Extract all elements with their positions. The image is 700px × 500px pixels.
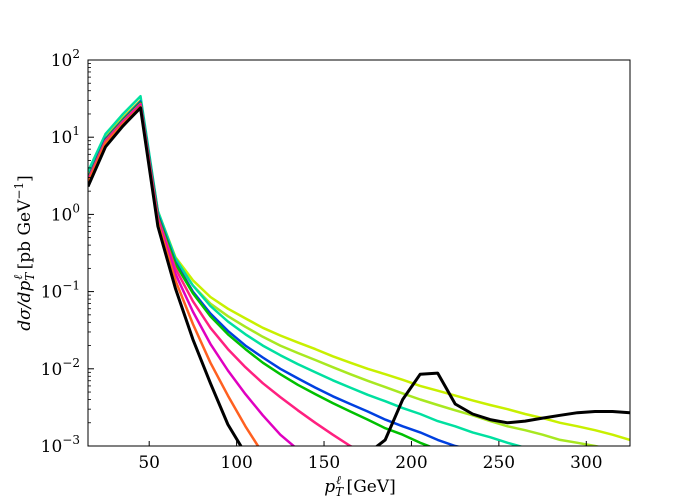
x-tick-label: 300 [570, 453, 602, 473]
x-tick-label: 200 [395, 453, 427, 473]
x-tick-label: 250 [483, 453, 515, 473]
x-axis-label: pTℓ [GeV] [324, 473, 396, 499]
x-tick-label: 150 [308, 453, 340, 473]
y-tick-label: 101 [51, 124, 80, 148]
y-tick-label: 102 [51, 47, 80, 71]
series-layer [88, 94, 630, 446]
plot-frame [87, 59, 631, 447]
y-tick-label: 10−3 [41, 433, 80, 457]
series-line-9 [374, 371, 630, 446]
x-tick-label: 100 [220, 453, 252, 473]
x-ticks: 50 100 150 200 250 300 [138, 441, 603, 473]
y-tick-label: 10−1 [41, 279, 80, 303]
plot-background [88, 60, 630, 446]
y-tick-label: 100 [51, 201, 80, 225]
y-tick-label: 10−2 [41, 356, 80, 380]
y-ticks: 10−3 10−2 10−1 100 101 102 [41, 47, 94, 457]
y-axis-label: dσ/dpTℓ [pb GeV−1] [11, 175, 37, 330]
series-line-8 [88, 106, 243, 446]
series-line-7 [88, 105, 260, 446]
x-tick-label: 50 [138, 453, 160, 473]
